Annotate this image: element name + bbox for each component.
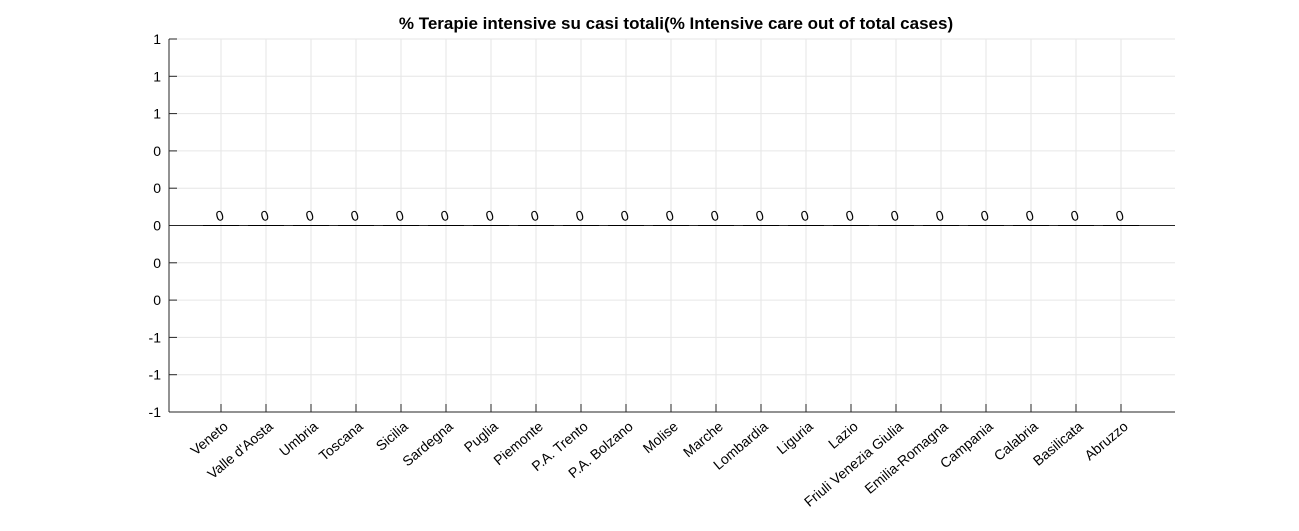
y-tick-label: 0 xyxy=(153,218,161,234)
data-label: 0 xyxy=(259,207,271,225)
data-label: 0 xyxy=(619,207,631,225)
bar xyxy=(878,225,914,226)
x-tick-label: Sicilia xyxy=(373,418,411,454)
data-label: 0 xyxy=(844,207,856,225)
x-tick-label: Liguria xyxy=(773,418,816,457)
y-tick-label: 0 xyxy=(153,143,161,159)
y-tick-label: 0 xyxy=(153,292,161,308)
y-tick-label: -1 xyxy=(149,404,162,420)
y-tick-labels: -1 -1 -1 0 0 0 0 0 1 1 1 xyxy=(149,31,162,420)
data-label: 0 xyxy=(664,207,676,225)
data-label: 0 xyxy=(799,207,811,225)
x-tick-label: Basilicata xyxy=(1030,418,1086,469)
data-label: 0 xyxy=(349,207,361,225)
data-label: 0 xyxy=(889,207,901,225)
bar xyxy=(203,225,239,226)
bar xyxy=(1058,225,1094,226)
bar xyxy=(923,225,959,226)
x-tick-label: Sardegna xyxy=(399,418,456,469)
x-tick-label: Lazio xyxy=(825,418,861,452)
y-tick-label: 0 xyxy=(153,255,161,271)
bar xyxy=(608,225,644,226)
x-tick-label: Umbria xyxy=(276,418,321,459)
data-label: 0 xyxy=(529,207,541,225)
bar xyxy=(653,225,689,226)
bar xyxy=(833,225,869,226)
bar xyxy=(1103,225,1139,226)
bar xyxy=(338,225,374,226)
data-label: 0 xyxy=(1024,207,1036,225)
data-label: 0 xyxy=(394,207,406,225)
data-label: 0 xyxy=(304,207,316,225)
data-label: 0 xyxy=(484,207,496,225)
data-labels: 0 0 0 0 0 0 0 0 0 0 0 0 0 0 0 0 0 0 0 0 0 xyxy=(214,207,1126,225)
bar xyxy=(1013,225,1049,226)
data-label: 0 xyxy=(439,207,451,225)
bars xyxy=(203,225,1139,226)
bar xyxy=(968,225,1004,226)
bar xyxy=(248,225,284,226)
data-label: 0 xyxy=(754,207,766,225)
bar xyxy=(518,225,554,226)
chart-title: % Terapie intensive su casi totali(% Int… xyxy=(399,14,953,33)
bar xyxy=(293,225,329,226)
x-tick-label: Abruzzo xyxy=(1081,418,1131,463)
y-tick-label: -1 xyxy=(149,329,162,345)
bar xyxy=(743,225,779,226)
data-label: 0 xyxy=(574,207,586,225)
data-label: 0 xyxy=(1114,207,1126,225)
bar xyxy=(428,225,464,226)
data-label: 0 xyxy=(214,207,226,225)
y-tick-label: 0 xyxy=(153,180,161,196)
bar xyxy=(788,225,824,226)
x-tick-label: Molise xyxy=(640,418,681,456)
y-tick-label: 1 xyxy=(153,106,161,122)
y-tick-label: -1 xyxy=(149,367,162,383)
bar xyxy=(383,225,419,226)
data-label: 0 xyxy=(709,207,721,225)
y-tick-label: 1 xyxy=(153,68,161,84)
x-tick-label: Puglia xyxy=(461,418,501,455)
bar xyxy=(698,225,734,226)
bar xyxy=(563,225,599,226)
y-tick-label: 1 xyxy=(153,31,161,47)
x-tick-label: Toscana xyxy=(316,418,366,464)
data-label: 0 xyxy=(979,207,991,225)
data-label: 0 xyxy=(1069,207,1081,225)
data-label: 0 xyxy=(934,207,946,225)
bar xyxy=(473,225,509,226)
